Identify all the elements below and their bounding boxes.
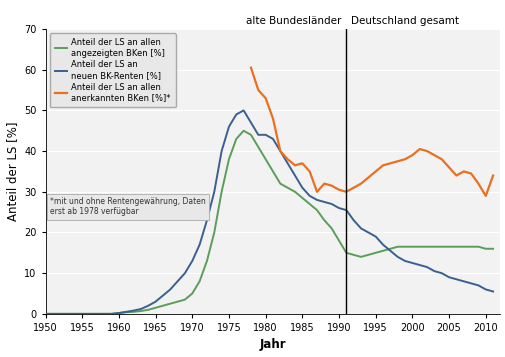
Text: alte Bundesländer: alte Bundesländer: [246, 16, 341, 26]
Text: *mit und ohne Rentengewährung, Daten
erst ab 1978 verfügbar: *mit und ohne Rentengewährung, Daten ers…: [50, 197, 206, 216]
X-axis label: Jahr: Jahr: [259, 338, 286, 351]
Y-axis label: Anteil der LS [%]: Anteil der LS [%]: [6, 122, 19, 221]
Text: Deutschland gesamt: Deutschland gesamt: [350, 16, 458, 26]
Legend: Anteil der LS an allen
angezeigten BKen [%], Anteil der LS an
neuen BK-Renten [%: Anteil der LS an allen angezeigten BKen …: [49, 33, 176, 107]
